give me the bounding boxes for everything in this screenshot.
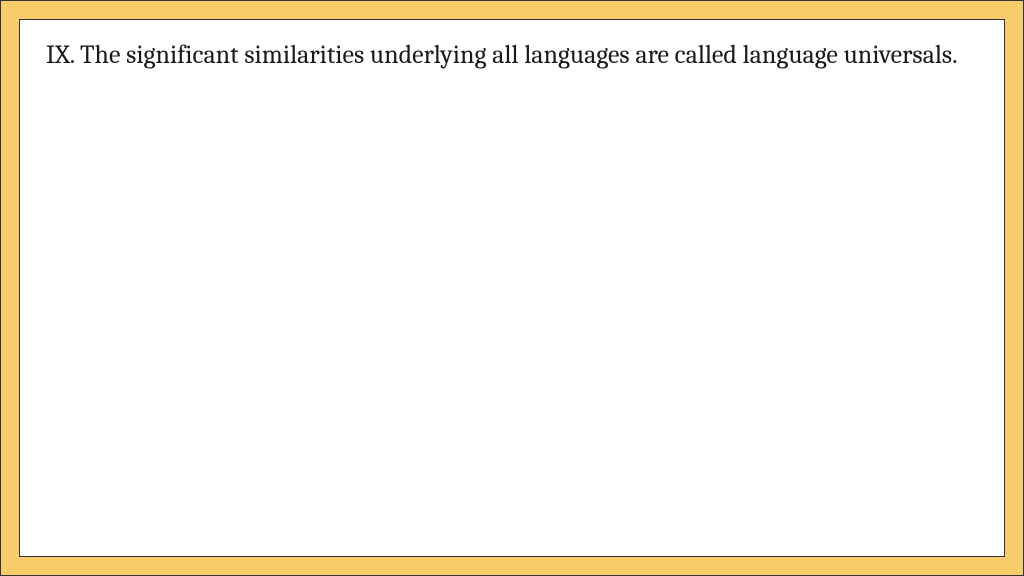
slide-inner-frame: IX. The significant similarities underly… <box>19 19 1005 557</box>
slide-body-text: IX. The significant similarities underly… <box>46 38 978 73</box>
slide-outer-frame: IX. The significant similarities underly… <box>0 0 1024 576</box>
